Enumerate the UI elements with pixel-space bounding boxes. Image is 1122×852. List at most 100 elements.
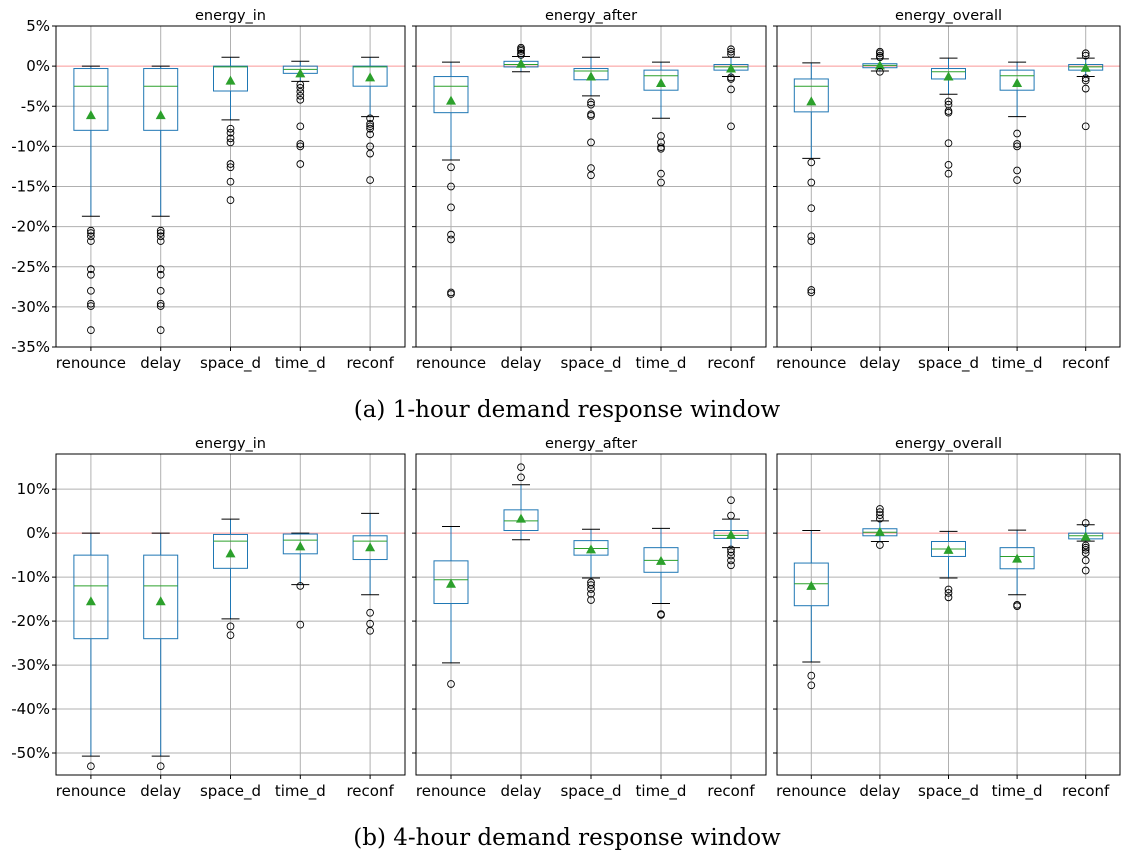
box-space_d <box>213 518 248 640</box>
mean-marker <box>516 58 526 68</box>
outlier-point <box>587 585 595 593</box>
outlier-point <box>876 541 884 549</box>
outlier-point <box>156 286 165 295</box>
box-reconf <box>713 496 749 570</box>
outlier-point <box>727 556 735 565</box>
box-delay <box>143 532 179 771</box>
outlier-point <box>657 178 665 187</box>
subplot: 10% 0% -10% -20% -30% -40% -50% renounce delay sp… <box>11 436 406 801</box>
outlier-point <box>727 85 735 94</box>
outlier-point <box>296 87 305 96</box>
mean-marker <box>806 96 817 106</box>
outlier-point <box>944 160 953 169</box>
box-reconf <box>1068 49 1104 131</box>
box-time_d <box>282 60 318 168</box>
outlier-point <box>366 114 374 123</box>
x-tick-label: time_d <box>992 782 1043 801</box>
mean-marker <box>726 63 736 73</box>
box-delay <box>862 505 898 549</box>
outlier-point <box>807 671 816 680</box>
outlier-point <box>587 100 595 109</box>
y-tick-label: -5% <box>21 97 50 115</box>
caption-a: (a) 1-hour demand response window <box>354 397 781 423</box>
outlier-point <box>156 232 165 241</box>
outlier-point <box>876 67 884 76</box>
outlier-point <box>226 163 235 172</box>
outlier-point <box>87 302 95 310</box>
box-iqr <box>213 65 248 92</box>
mean-marker <box>85 110 96 120</box>
box-time_d <box>643 61 679 187</box>
mean-marker <box>1080 531 1091 541</box>
box-iqr <box>999 547 1035 570</box>
mean-marker <box>295 541 306 551</box>
box-iqr <box>282 533 318 555</box>
outlier-point <box>226 124 235 133</box>
box-renounce <box>433 526 469 688</box>
x-tick-label: reconf <box>1062 354 1110 372</box>
outlier-point <box>1081 543 1090 552</box>
mean-marker <box>85 596 96 606</box>
outlier-point <box>587 112 595 120</box>
outlier-point <box>727 545 735 554</box>
outlier-point <box>876 51 884 60</box>
x-tick-label: delay <box>140 354 181 372</box>
outlier-point <box>87 229 95 237</box>
outlier-point <box>1081 546 1090 554</box>
mean-marker <box>656 555 666 565</box>
mean-marker <box>874 60 885 70</box>
y-tick-label: -30% <box>11 656 50 674</box>
subplot: renounce delay space_d time_d reconf energy_a… <box>412 436 767 801</box>
outlier-point <box>727 75 735 83</box>
outlier-point <box>517 43 525 52</box>
box-time_d <box>643 527 679 619</box>
mean-marker <box>874 526 885 536</box>
subplot: renounce delay space_d time_d reconf energy_o… <box>773 436 1121 801</box>
y-tick-label: 0% <box>26 57 50 75</box>
outlier-point <box>156 226 165 235</box>
outlier-point <box>447 182 455 191</box>
outlier-point <box>807 286 816 294</box>
box-iqr <box>573 540 609 556</box>
outlier-point <box>296 83 305 92</box>
outlier-point <box>87 265 95 274</box>
y-tick-label: -25% <box>11 258 50 276</box>
outlier-point <box>517 473 525 482</box>
outlier-point <box>807 178 816 187</box>
outlier-point <box>87 270 95 279</box>
outlier-point <box>1081 122 1090 131</box>
x-tick-label: time_d <box>992 354 1043 373</box>
outlier-point <box>366 176 374 184</box>
outlier-point <box>447 230 455 239</box>
outlier-point <box>944 585 953 594</box>
box-time_d <box>999 529 1035 610</box>
x-tick-label: delay <box>140 782 181 800</box>
x-tick-label: renounce <box>416 782 486 800</box>
outlier-point <box>807 232 816 241</box>
mean-marker <box>726 529 736 539</box>
y-tick-label: -30% <box>11 298 50 316</box>
y-tick-label: 5% <box>26 17 50 35</box>
mean-marker <box>155 596 166 606</box>
outlier-point <box>944 108 953 117</box>
box-space_d <box>931 57 966 178</box>
mean-marker <box>943 544 954 554</box>
outlier-point <box>944 139 953 148</box>
outlier-point <box>156 302 165 310</box>
outlier-point <box>366 122 374 131</box>
outlier-point <box>1081 76 1090 85</box>
outlier-point <box>226 177 235 186</box>
outlier-point <box>296 160 305 168</box>
outlier-point <box>727 45 735 54</box>
outlier-point <box>587 596 595 604</box>
outlier-point <box>366 149 374 158</box>
subplot-title: energy_after <box>545 8 637 24</box>
mean-marker <box>1080 62 1091 72</box>
box-reconf <box>713 45 749 131</box>
outlier-point <box>807 288 816 297</box>
mean-marker <box>365 542 376 552</box>
outlier-point <box>587 171 595 180</box>
x-tick-label: time_d <box>275 782 326 801</box>
outlier-point <box>226 128 235 137</box>
